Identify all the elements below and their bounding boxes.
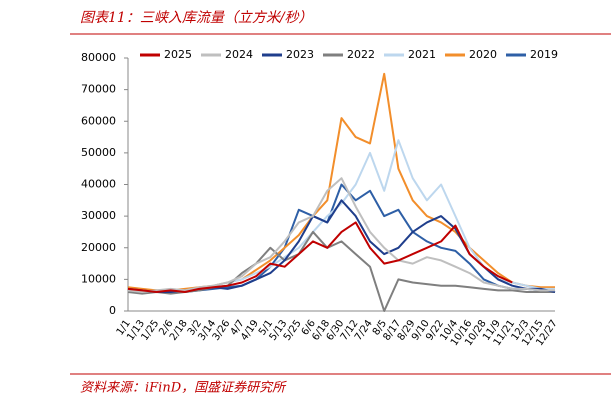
y-tick-label: 0 [109, 304, 116, 317]
series-line [127, 72, 555, 292]
y-tick-label: 50000 [81, 146, 116, 159]
legend-label: 2019 [530, 48, 558, 61]
y-tick-label: 70000 [81, 83, 116, 96]
legend-label: 2021 [408, 48, 436, 61]
legend-label: 2025 [164, 48, 192, 61]
chart-title: 图表11：三峡入库流量（立方米/秒） [80, 10, 313, 26]
y-tick-label: 30000 [81, 209, 116, 222]
y-tick-label: 60000 [81, 114, 116, 127]
series-line [127, 221, 513, 293]
legend-label: 2022 [347, 48, 375, 61]
y-tick-label: 80000 [81, 51, 116, 64]
legend-label: 2023 [286, 48, 314, 61]
y-tick-label: 20000 [81, 241, 116, 254]
series-line [127, 199, 556, 293]
source: 资料来源：iFinD，国盛证券研究所 [80, 380, 287, 396]
series-line [127, 139, 555, 293]
series-line [127, 230, 555, 312]
y-tick-label: 40000 [81, 178, 116, 191]
series-line [127, 177, 555, 293]
legend-label: 2024 [225, 48, 253, 61]
y-tick-label: 10000 [81, 272, 116, 285]
legend-label: 2020 [469, 48, 497, 61]
